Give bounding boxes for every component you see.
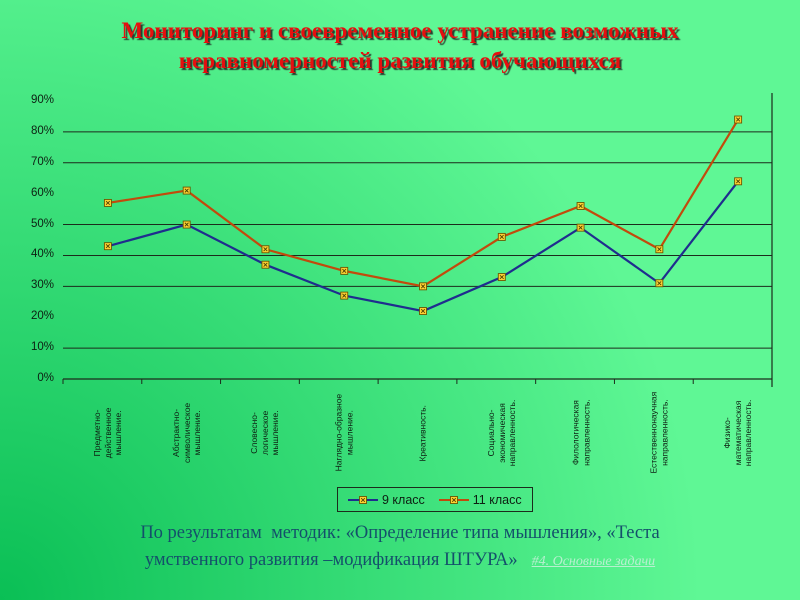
x-axis-label-text: Физико- математическая направленность. — [722, 399, 754, 467]
caption-line2-wrap: умственного развития –модификация ШТУРА»… — [0, 547, 800, 575]
marker-x-glyph — [184, 222, 189, 227]
series-line — [107, 118, 740, 288]
y-axis-label: 70% — [30, 155, 54, 168]
marker-x-glyph — [657, 281, 662, 286]
marker-x-glyph — [499, 274, 504, 280]
y-axis-label: 0% — [37, 372, 54, 384]
marker-x-glyph — [736, 179, 741, 184]
slide-title: Мониторинг и своевременное устранение во… — [0, 16, 800, 76]
caption-line1: По результатам методик: «Определение тип… — [140, 523, 660, 543]
legend-label: 11 класс — [472, 492, 522, 507]
marker-x-glyph — [342, 268, 347, 274]
legend-swatch-icon — [348, 495, 378, 504]
marker-x-glyph — [657, 247, 662, 252]
y-axis-label: 40% — [30, 248, 54, 261]
marker-x-glyph — [263, 247, 268, 252]
y-axis: 0% 10% 20% 30% 40% 50% 60% 70% 80% 90% — [0, 0, 58, 600]
series-line — [107, 180, 739, 313]
slide-title-line1: Мониторинг и своевременное устранение во… — [121, 18, 679, 43]
marker-x-glyph — [420, 308, 426, 314]
y-axis-label: 90% — [30, 93, 54, 106]
marker-x-glyph — [263, 262, 268, 267]
x-axis-label: Словесно- логическое мышление. — [217, 385, 313, 481]
slide-title-line2: неравномерностей развития обучающихся — [178, 48, 622, 73]
marker-x-glyph — [105, 200, 111, 206]
caption-line2: умственного развития –модификация ШТУРА» — [144, 550, 518, 570]
legend-swatch-part — [451, 497, 456, 502]
x-axis-label-text: Филологическая направленность. — [569, 399, 591, 467]
legend-item: 11 класс — [438, 492, 522, 507]
x-axis-label-text: Наглядно-образное мышление. — [333, 394, 355, 472]
x-axis-label: Креативность. — [375, 385, 471, 481]
marker-x-glyph — [105, 244, 111, 249]
y-axis-label: 20% — [30, 310, 54, 323]
legend-label: 9 класс — [382, 492, 425, 507]
y-axis-label: 10% — [30, 341, 54, 354]
marker-x-glyph — [578, 225, 583, 230]
x-axis-label-text: Абстрактно- символическое мышление. — [170, 402, 202, 464]
legend-swatch-icon — [438, 495, 469, 504]
x-axis-label: Филологическая направленность. — [533, 385, 629, 481]
hyperlink-main-tasks[interactable]: #4. Основные задачи — [531, 554, 656, 569]
legend-item: 9 класс — [348, 493, 425, 507]
marker-x-glyph — [736, 117, 741, 122]
marker-x-glyph — [578, 203, 583, 209]
marker-x-glyph — [420, 284, 426, 289]
x-axis-label-text: Естественнонаучная направленность. — [648, 392, 670, 474]
x-axis-label: Естественнонаучная направленность. — [611, 385, 707, 481]
chart-legend: 9 класс 11 класс — [337, 487, 533, 512]
x-axis-label: Предметно- действенное мышление. — [60, 385, 156, 481]
y-axis-label: 80% — [30, 124, 54, 137]
y-axis-label: 50% — [30, 217, 54, 230]
marker-x-glyph — [184, 188, 189, 193]
x-axis-label: Абстрактно- символическое мышление. — [139, 385, 235, 481]
x-axis-label-text: Социально- экономическая направленность. — [485, 399, 518, 467]
x-axis-label-text: Креативность. — [417, 404, 428, 462]
legend-swatch-part — [360, 497, 366, 502]
x-axis-label: Социально- экономическая направленность. — [454, 385, 550, 481]
x-axis-label: Физико- математическая направленность. — [690, 385, 786, 481]
y-axis-label: 60% — [30, 186, 54, 199]
x-axis-label-text: Предметно- действенное мышление. — [91, 407, 124, 459]
line-chart — [62, 92, 773, 387]
marker-x-glyph — [499, 234, 504, 240]
x-axis-label-text: Словесно- логическое мышление. — [249, 410, 281, 456]
marker-x-glyph — [342, 293, 347, 298]
y-axis-label: 30% — [30, 279, 54, 292]
caption: По результатам методик: «Определение тип… — [0, 520, 800, 575]
x-axis-label: Наглядно-образное мышление. — [296, 385, 392, 481]
